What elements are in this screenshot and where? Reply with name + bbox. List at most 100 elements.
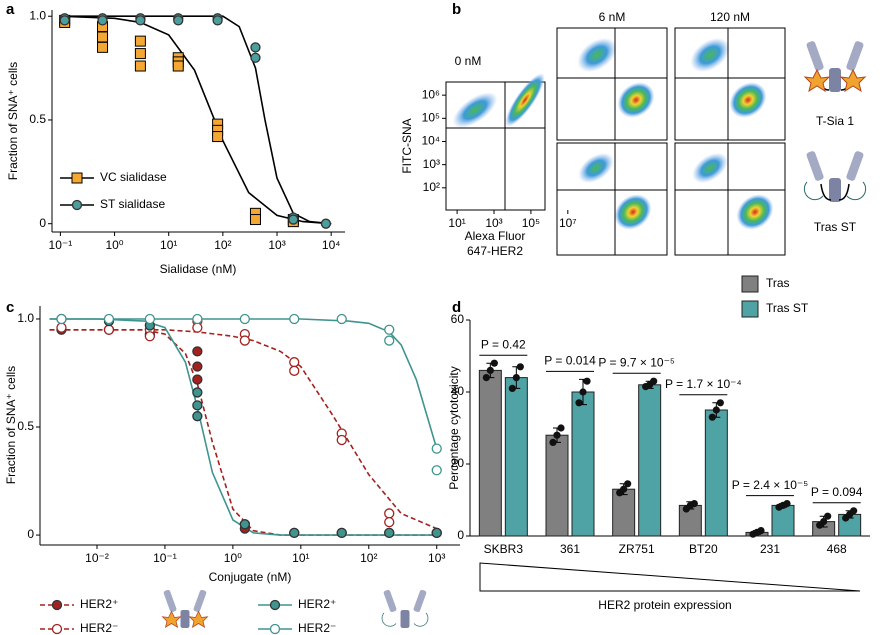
data-point [384, 508, 395, 519]
legend-marker [269, 623, 281, 635]
panel-label: a [6, 1, 15, 18]
replicate-point [820, 518, 828, 526]
y-tick-label: 20 [451, 456, 465, 470]
legend-label: HER2⁺ [298, 597, 336, 611]
data-point [192, 411, 203, 422]
bar [478, 369, 502, 537]
data-point [250, 52, 261, 63]
replicate-point [553, 431, 561, 439]
data-point [97, 31, 109, 43]
data-point [212, 15, 223, 26]
y-axis-label: Percentage cytotoxicity [447, 366, 461, 489]
x-axis-label: Sialidase (nM) [160, 262, 237, 276]
bar [704, 409, 728, 537]
x-tick-label: 10⁻¹ [49, 238, 73, 252]
panel-title: 0 nM [455, 54, 482, 68]
data-point [336, 527, 347, 539]
x-tick-label: 10² [360, 551, 377, 565]
replicate-point [575, 399, 583, 407]
data-point [289, 527, 300, 539]
x-tick-label: ZR751 [619, 542, 655, 556]
data-point [288, 214, 299, 225]
legend-swatch [741, 300, 759, 318]
data-point [250, 42, 261, 53]
legend-label: HER2⁺ [80, 597, 118, 611]
replicate-point [486, 366, 494, 374]
data-point [192, 387, 203, 398]
data-point [289, 313, 300, 325]
data-point [384, 324, 395, 335]
data-point [103, 324, 115, 335]
fit-curve [49, 318, 437, 536]
data-point [289, 357, 300, 368]
legend-marker [71, 199, 83, 211]
fit-curve [49, 329, 437, 536]
replicate-point [708, 413, 716, 421]
x-tick-label: 10¹ [448, 216, 465, 230]
replicate-point [512, 374, 520, 382]
x-axis-label: Conjugate (nM) [209, 570, 292, 584]
y-tick-label: 0 [39, 216, 46, 230]
replicate-point [516, 363, 524, 371]
data-point [134, 60, 146, 72]
data-point [384, 516, 395, 528]
replicate-point [716, 399, 724, 407]
data-point [97, 41, 109, 53]
data-point [239, 519, 250, 530]
data-point [320, 218, 332, 229]
data-point [192, 374, 203, 385]
x-tick-label: 231 [760, 542, 780, 556]
legend-marker [269, 599, 281, 611]
x-tick-label: 10¹ [160, 238, 177, 252]
data-point [144, 331, 156, 342]
row-label: T-Sia 1 [816, 114, 854, 128]
y-tick-label: 0 [457, 528, 464, 542]
x-tick-label: 10⁷ [559, 216, 577, 230]
y-tick-label: 60 [451, 312, 465, 326]
gates [446, 28, 785, 255]
data-point [192, 400, 203, 411]
x-tick-label: 10⁻¹ [153, 551, 177, 565]
bar [771, 504, 795, 537]
panel-title: 120 nM [710, 10, 750, 24]
bar [504, 377, 528, 537]
replicate-point [490, 359, 498, 367]
y-tick-label: 0.5 [17, 419, 34, 433]
replicate-point [557, 424, 565, 432]
data-point [239, 313, 250, 325]
replicate-point [783, 500, 791, 508]
x-note: HER2 protein expression [598, 598, 731, 612]
y-tick-label: 40 [451, 384, 465, 398]
data-point [59, 15, 70, 26]
x-tick-label: 10⁵ [522, 216, 540, 230]
data-point [431, 527, 442, 539]
y-axis-label: FITC-SNA [400, 118, 414, 173]
fit-curve [49, 329, 438, 530]
replicate-point [482, 374, 490, 382]
data-point [135, 15, 146, 26]
bar [571, 391, 595, 537]
data-point [431, 465, 442, 476]
replicate-point [757, 527, 765, 535]
x-axis-label: 647-HER2 [467, 244, 523, 258]
data-point [249, 214, 261, 226]
p-value: P = 1.7 × 10⁻⁴ [665, 377, 742, 391]
data-point [384, 527, 395, 539]
x-tick-label: 10⁻² [85, 551, 109, 565]
data-point [212, 131, 224, 143]
x-tick-label: 10² [214, 238, 231, 252]
flow-plots [445, 27, 786, 256]
x-tick-label: SKBR3 [484, 542, 524, 556]
data-point [192, 346, 203, 357]
legend-swatch [741, 275, 759, 293]
legend-marker [51, 623, 63, 635]
y-tick-label: 1.0 [17, 311, 34, 325]
y-tick-label: 10⁵ [422, 110, 440, 124]
data-point [56, 322, 67, 333]
panel-title: 6 nM [599, 10, 626, 24]
x-tick-label: 10³ [485, 216, 502, 230]
bar [678, 504, 702, 537]
antibody-icon [161, 41, 867, 629]
data-point [134, 35, 146, 47]
